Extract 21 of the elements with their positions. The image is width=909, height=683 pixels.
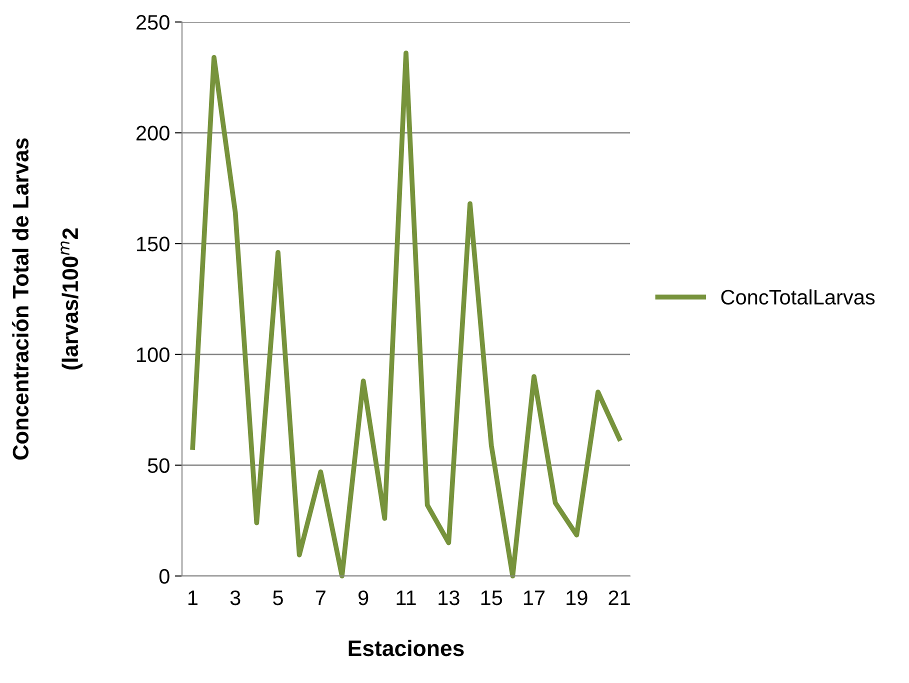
line-series bbox=[190, 50, 622, 578]
x-tick-label: 13 bbox=[438, 590, 460, 606]
x-tick-label: 17 bbox=[524, 590, 545, 605]
y-tick-label: 100 bbox=[137, 347, 170, 362]
x-tick-label: 15 bbox=[481, 590, 502, 606]
x-tick-label: 7 bbox=[316, 590, 326, 605]
y-tick-label: 250 bbox=[136, 15, 170, 30]
x-tick-label: 5 bbox=[273, 590, 283, 606]
x-tick-label: 19 bbox=[566, 590, 588, 606]
y-tick-label: 50 bbox=[148, 458, 170, 473]
text: Concentración Total de Larvas (larvas/100$^{m}$2 bbox=[12, 138, 82, 460]
x-tick-label: 1 bbox=[188, 590, 198, 605]
x-axis-title: Estaciones bbox=[348, 640, 464, 656]
x-tick-label: 3 bbox=[230, 590, 240, 606]
y-tick-label: 200 bbox=[136, 126, 170, 141]
x-tick-label: 9 bbox=[358, 590, 368, 606]
y-tick-label: 150 bbox=[137, 236, 170, 252]
y-tick-label: 0 bbox=[159, 569, 170, 584]
legend-label: ConcTotalLarvas bbox=[721, 289, 875, 305]
x-tick-label: 21 bbox=[608, 590, 630, 605]
x-tick-label: 11 bbox=[396, 590, 416, 605]
